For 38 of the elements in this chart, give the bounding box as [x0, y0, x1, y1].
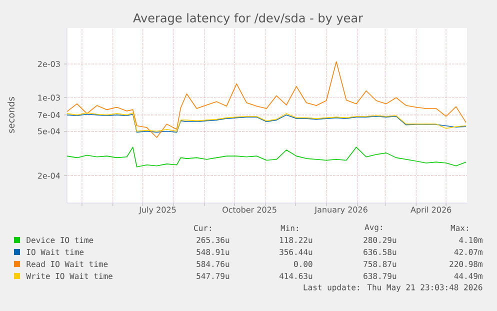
- x-tick-label: April 2026: [410, 206, 452, 214]
- y-axis-title: seconds: [8, 97, 14, 133]
- text: Avg:: [364, 224, 382, 232]
- x-tick-label: October 2025: [222, 206, 276, 213]
- legend-label: Device IO time: [26, 236, 94, 244]
- legend-label: Read IO Wait time: [26, 260, 108, 268]
- text: 42.07m: [454, 248, 482, 256]
- chart-title: Average latency for /dev/sda - by year: [133, 13, 364, 25]
- line-series: [67, 61, 466, 138]
- x-tick-label: July 2025: [138, 206, 176, 214]
- text: 44.49m: [454, 272, 482, 280]
- x-tick-label: January 2026: [314, 206, 368, 214]
- text: Max:: [450, 225, 468, 231]
- y-tick-label: 2e-03: [38, 60, 60, 68]
- text: 265.36u: [196, 236, 230, 244]
- text: 414.63u: [279, 272, 312, 280]
- y-tick-label: 7e-04: [38, 112, 60, 118]
- line-series: [67, 146, 466, 168]
- text: Cur:: [194, 224, 211, 232]
- y-tick-label: 1e-03: [38, 94, 60, 101]
- legend-label: Write IO Wait time: [26, 272, 112, 280]
- text: 280.29u: [364, 236, 396, 244]
- text: 638.79u: [364, 272, 396, 280]
- text: 547.79u: [196, 272, 230, 280]
- legend-label: IO Wait time: [26, 248, 84, 256]
- y-tick-label: 5e-04: [38, 128, 60, 134]
- text: 220.98m: [450, 260, 482, 268]
- y-tick-label: 2e-04: [38, 172, 60, 179]
- text: 548.91u: [196, 248, 230, 256]
- text: 636.58u: [364, 248, 396, 256]
- text: 4.10m: [459, 236, 482, 244]
- text: 118.22u: [280, 236, 312, 244]
- text: Min:: [280, 224, 298, 232]
- text: Last update: Thu May 21 23:03:48 2026: [304, 284, 482, 292]
- text: 584.76u: [196, 260, 230, 268]
- text: 356.44u: [280, 248, 312, 256]
- text: 758.87u: [364, 260, 396, 268]
- text: 0.00: [294, 260, 312, 268]
